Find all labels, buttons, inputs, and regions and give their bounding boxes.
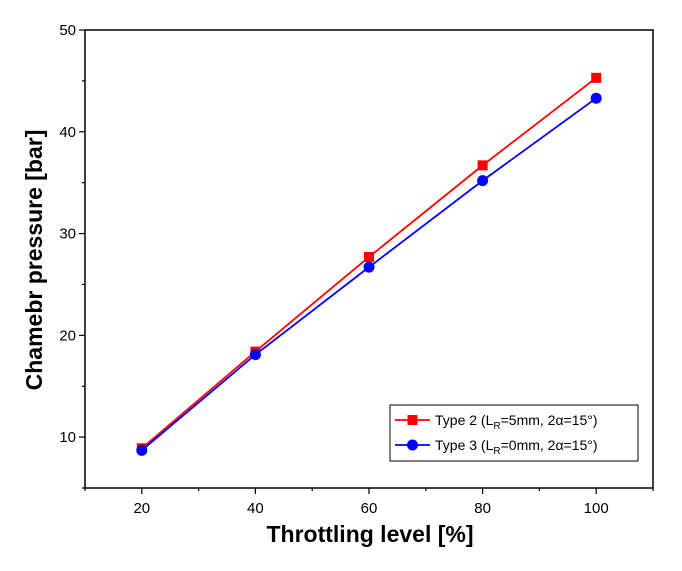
series-2 bbox=[136, 92, 602, 456]
legend-marker bbox=[407, 415, 418, 425]
y-tick-label: 40 bbox=[59, 124, 76, 141]
legend-item: Type 2 (LR=5mm, 2α=15°) bbox=[395, 412, 598, 432]
x-axis-title: Throttling level [%] bbox=[267, 521, 474, 547]
axes: 20 40 60 80 100 10 20 30 40 50 bbox=[59, 22, 654, 517]
y-axis-title: Chamebr pressure [bar] bbox=[21, 130, 47, 391]
x-tick-label: 80 bbox=[474, 500, 491, 517]
data-point bbox=[364, 251, 374, 262]
legend-box bbox=[389, 404, 639, 462]
x-tick-label: 40 bbox=[247, 500, 264, 517]
data-point bbox=[591, 72, 602, 83]
y-tick-label: 10 bbox=[59, 429, 76, 446]
data-point bbox=[363, 261, 375, 273]
data-point bbox=[477, 175, 489, 187]
data-point bbox=[136, 444, 148, 456]
data-point bbox=[249, 349, 261, 361]
series-line bbox=[141, 97, 597, 452]
x-tick-label: 100 bbox=[584, 500, 609, 517]
legend: Type 2 (LR=5mm, 2α=15°) Type 3 (LR=0mm, 2… bbox=[389, 404, 639, 462]
legend-marker bbox=[407, 439, 418, 451]
y-tick-label: 20 bbox=[59, 327, 76, 344]
series-layer bbox=[136, 72, 602, 456]
y-tick-label: 50 bbox=[59, 22, 76, 39]
legend-label: Type 3 (LR=0mm, 2α=15°) bbox=[435, 437, 598, 457]
data-point bbox=[477, 160, 488, 171]
legend-label: Type 2 (LR=5mm, 2α=15°) bbox=[435, 412, 598, 432]
y-tick-label: 30 bbox=[59, 226, 76, 243]
data-point bbox=[590, 92, 602, 104]
legend-item: Type 3 (LR=0mm, 2α=15°) bbox=[395, 437, 598, 457]
x-tick-label: 60 bbox=[361, 500, 378, 517]
x-tick-label: 20 bbox=[133, 500, 150, 517]
